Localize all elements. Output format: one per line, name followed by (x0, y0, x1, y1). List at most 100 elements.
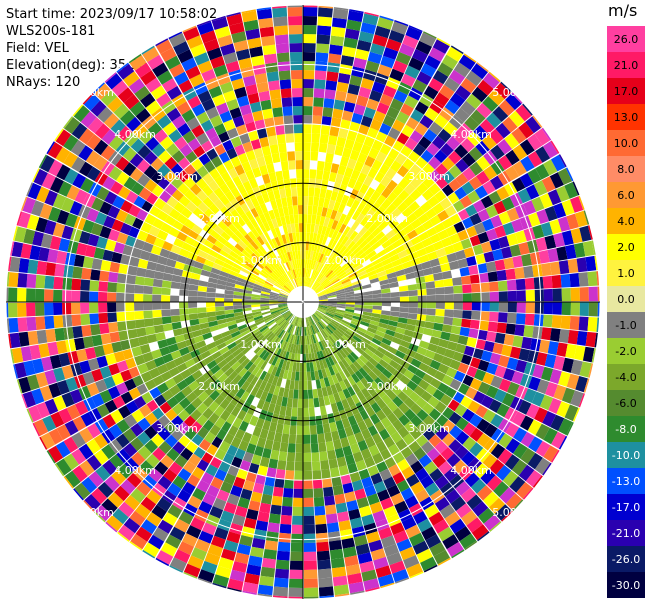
velocity-cell (108, 135, 124, 151)
velocity-cell (223, 433, 235, 445)
velocity-cell (248, 500, 261, 512)
velocity-cell (453, 221, 466, 233)
velocity-cell (551, 315, 562, 329)
colorbar-tick-label: -8.0 (615, 423, 636, 436)
velocity-cell (49, 235, 62, 250)
velocity-cell (300, 344, 303, 354)
velocity-cell (378, 274, 388, 282)
velocity-cell (157, 114, 172, 129)
velocity-cell (262, 329, 271, 337)
velocity-cell (310, 371, 316, 381)
velocity-cell (397, 391, 409, 403)
velocity-cell (214, 338, 225, 346)
velocity-cell (50, 411, 65, 428)
velocity-cell (370, 190, 381, 202)
velocity-cell (78, 161, 93, 177)
velocity-cell (96, 186, 110, 201)
velocity-cell (259, 271, 269, 279)
velocity-cell (333, 6, 349, 11)
colorbar-cell (607, 208, 645, 234)
velocity-cell (311, 133, 321, 143)
velocity-cell (194, 538, 211, 553)
velocity-cell (523, 227, 536, 242)
velocity-cell (523, 265, 534, 278)
velocity-cell (274, 367, 282, 378)
velocity-cell (275, 280, 284, 288)
velocity-cell (355, 132, 367, 144)
velocity-cell (152, 294, 162, 302)
velocity-cell (166, 107, 181, 122)
velocity-cell (268, 334, 276, 343)
velocity-cell (271, 218, 279, 229)
velocity-cell (338, 127, 349, 139)
velocity-cell (331, 332, 340, 341)
velocity-cell (558, 371, 571, 387)
velocity-cell (193, 335, 204, 344)
velocity-cell (191, 266, 203, 275)
velocity-cell (330, 334, 338, 343)
velocity-cell (292, 497, 303, 507)
velocity-cell (347, 434, 358, 446)
velocity-cell (145, 359, 157, 371)
velocity-cell (161, 203, 174, 215)
velocity-cell (422, 327, 434, 336)
velocity-cell (477, 359, 490, 372)
velocity-cell (27, 182, 42, 200)
velocity-cell (129, 541, 143, 552)
velocity-cell (307, 326, 311, 336)
velocity-cell (234, 284, 244, 290)
velocity-cell (412, 263, 423, 272)
velocity-cell (123, 132, 139, 147)
velocity-cell (299, 241, 303, 251)
velocity-cell (331, 430, 340, 441)
velocity-cell (321, 414, 329, 425)
velocity-cell (320, 278, 329, 286)
velocity-cell (341, 194, 350, 205)
velocity-cell (236, 216, 246, 227)
velocity-cell (7, 333, 12, 349)
velocity-cell (344, 407, 354, 418)
velocity-cell (307, 205, 313, 215)
velocity-cell (349, 121, 361, 133)
velocity-cell (88, 471, 104, 488)
velocity-cell (260, 303, 270, 307)
velocity-cell (277, 318, 286, 326)
velocity-cell (220, 510, 235, 523)
velocity-cell (224, 241, 235, 251)
velocity-cell (448, 150, 462, 165)
velocity-cell (385, 167, 397, 180)
velocity-cell (151, 349, 162, 360)
velocity-cell (350, 257, 360, 266)
velocity-cell (279, 523, 292, 534)
velocity-cell (455, 481, 471, 496)
velocity-cell (575, 210, 588, 228)
velocity-cell (330, 190, 339, 202)
colorbar-tick-label: 2.0 (617, 241, 635, 254)
velocity-cell (448, 178, 462, 192)
colorbar-cell (607, 494, 645, 520)
velocity-cell (71, 314, 82, 327)
velocity-cell (450, 496, 466, 512)
velocity-cell (426, 302, 436, 309)
velocity-cell (370, 43, 385, 56)
velocity-cell (99, 270, 110, 282)
velocity-cell (366, 269, 377, 277)
range-label: 1.00km (240, 338, 282, 351)
velocity-cell (22, 197, 36, 214)
velocity-cell (469, 413, 483, 428)
velocity-cell (383, 543, 399, 557)
velocity-cell (116, 531, 130, 543)
velocity-cell (347, 207, 356, 218)
velocity-cell (287, 7, 303, 17)
velocity-cell (236, 468, 248, 480)
velocity-cell (401, 124, 415, 138)
velocity-cell (202, 407, 214, 420)
velocity-cell (328, 135, 338, 146)
velocity-cell (117, 186, 131, 200)
velocity-cell (547, 341, 559, 356)
velocity-cell (233, 302, 243, 306)
velocity-cell (159, 248, 171, 259)
velocity-cell (54, 327, 65, 342)
velocity-cell (178, 79, 193, 94)
velocity-cell (354, 431, 365, 443)
